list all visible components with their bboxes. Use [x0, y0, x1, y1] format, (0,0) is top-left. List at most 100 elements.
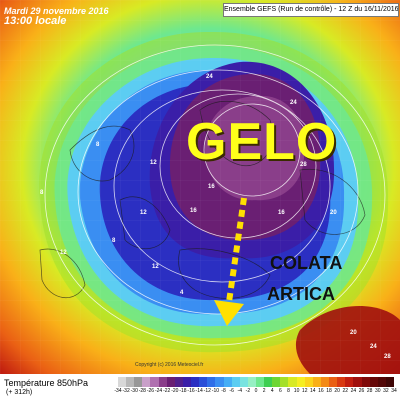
legend-swatch — [199, 377, 208, 387]
legend-tick-label: -18 — [179, 388, 187, 394]
isobar-label: 8 — [112, 238, 116, 244]
legend-tick-label: -14 — [195, 388, 203, 394]
legend-tick-label: -26 — [146, 388, 155, 394]
legend-tick-label: -4 — [237, 388, 242, 394]
legend-swatch — [256, 377, 265, 387]
legend-tick-label: -30 — [130, 388, 138, 394]
legend-subtitle: (+ 312h) — [6, 389, 33, 396]
forecast-date: Mardi 29 novembre 2016 — [4, 6, 109, 16]
gelo-label: GELO — [186, 113, 338, 171]
isobar-label: 8 — [96, 142, 100, 148]
legend-swatch — [223, 377, 233, 387]
legend-tick-label: -22 — [163, 388, 171, 394]
temperature-legend: Température 850hPa (+ 312h) -34 -32 -30 -28… — [0, 374, 400, 400]
isobar-label: 20 — [330, 210, 337, 216]
isobar-label: 12 — [60, 250, 67, 256]
legend-swatch — [320, 377, 330, 387]
forecast-time: 13:00 locale — [4, 15, 67, 27]
legend-title: Température 850hPa — [4, 378, 89, 388]
legend-swatch — [174, 377, 184, 387]
isobar-label: 16 — [278, 210, 285, 216]
legend-tick-label: -2 — [245, 388, 251, 394]
legend-tick-label: -8 — [221, 388, 226, 394]
legend-swatch — [126, 377, 135, 387]
legend-tick-label: 0 — [254, 388, 258, 394]
legend-color-bar: -34 -32 -30 -28 -26 -24 -22 -20 -18 -16 -14 -12 -10-… — [114, 377, 398, 399]
legend-swatch — [369, 377, 379, 387]
temperature-map — [0, 0, 400, 374]
isobar-label: 28 — [300, 162, 307, 168]
isobar-label: 8 — [40, 190, 44, 196]
legend-tick-label: 16 — [318, 388, 324, 394]
isobar-label: 24 — [290, 100, 297, 106]
legend-swatch — [166, 377, 176, 387]
isobar-label: 16 — [190, 208, 197, 214]
legend-swatch — [272, 377, 281, 387]
legend-swatch — [280, 377, 289, 387]
copyright-text: Copyright (c) 2016 Meteociel.fr — [135, 362, 204, 368]
legend-swatch — [239, 377, 249, 387]
isobar-label: 24 — [370, 344, 377, 350]
legend-swatch — [304, 377, 314, 387]
isobars — [44, 44, 386, 346]
isobar-label: 4 — [180, 290, 184, 296]
legend-tick-label: 14 — [310, 388, 316, 394]
isobar-label: 20 — [350, 330, 357, 336]
legend-tick-label: -6 — [229, 388, 234, 394]
legend-tick-label: -34 — [114, 388, 122, 394]
legend-tick-label: -24 — [154, 388, 163, 394]
legend-swatch — [361, 377, 371, 387]
artica-label: ARTICA — [267, 284, 335, 304]
legend-tick-label: 22 — [342, 388, 349, 394]
legend-swatch — [134, 377, 143, 387]
legend-tick-label: 12 — [301, 388, 308, 394]
legend-swatch — [207, 377, 216, 387]
isobar-label: 20 — [305, 130, 312, 136]
isobar-label: 24 — [206, 74, 213, 80]
isobar-label: 16 — [208, 184, 215, 190]
legend-tick-label: -28 — [138, 388, 146, 394]
legend-swatch — [182, 377, 192, 387]
legend-swatch — [264, 377, 273, 387]
legend-swatch — [385, 377, 395, 387]
legend-swatch — [142, 377, 151, 387]
legend-swatch — [191, 377, 200, 387]
legend-swatch — [158, 377, 168, 387]
legend-tick-label: 30 — [374, 388, 381, 394]
legend-tick-label: 10 — [293, 388, 300, 394]
ensemble-run-title: Ensemble GEFS (Run de contrôle) - 12 Z d… — [223, 3, 399, 17]
legend-swatch — [329, 377, 338, 387]
legend-swatch — [353, 377, 363, 387]
legend-swatch — [296, 377, 306, 387]
isobar-label: 12 — [150, 160, 157, 166]
legend-tick-label: 28 — [366, 388, 373, 394]
legend-tick-label: 34 — [391, 388, 397, 394]
legend-tick-label: -16 — [187, 388, 195, 394]
isobar-label: 12 — [140, 210, 147, 216]
legend-tick-label: 32 — [383, 388, 389, 394]
legend-tick-label: 8 — [287, 388, 290, 394]
legend-tick-label: 6 — [278, 388, 282, 394]
legend-swatch — [288, 377, 298, 387]
legend-tick-label: 18 — [326, 388, 332, 394]
map-grid — [0, 0, 400, 374]
legend-tick-label: -32 — [122, 388, 130, 394]
legend-swatch — [345, 377, 354, 387]
legend-swatch — [150, 377, 160, 387]
legend-tick-label: -20 — [171, 388, 179, 394]
legend-swatch — [215, 377, 225, 387]
colata-label: COLATA — [270, 253, 343, 273]
legend-swatch — [247, 377, 257, 387]
legend-tick-label: 4 — [270, 388, 274, 394]
isobar-label: 28 — [384, 354, 391, 360]
legend-tick-label: 24 — [350, 388, 357, 394]
legend-swatch — [118, 377, 127, 387]
legend-tick-label: -10 — [211, 388, 220, 394]
legend-swatch — [312, 377, 322, 387]
legend-tick-label: -12 — [203, 388, 211, 394]
legend-swatch — [377, 377, 387, 387]
legend-tick-label: 20 — [334, 388, 340, 394]
legend-tick-label: 2 — [262, 388, 266, 394]
legend-tick-label: 26 — [358, 388, 365, 394]
